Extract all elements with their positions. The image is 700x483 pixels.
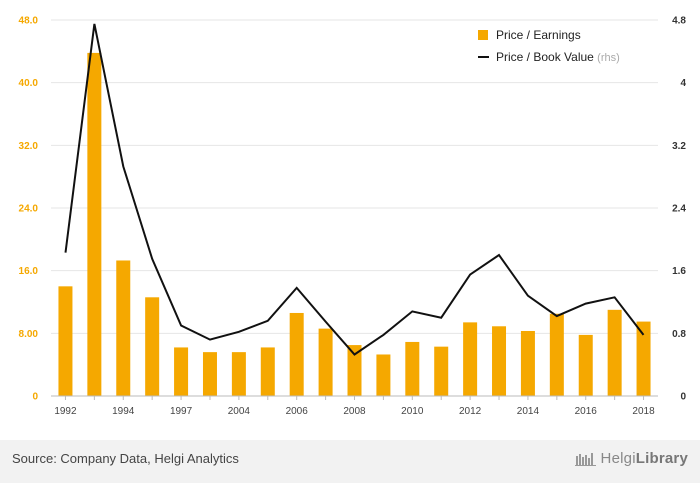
y-left-tick-label: 40.0 (19, 78, 39, 89)
source-note: Source: Company Data, Helgi Analytics (12, 451, 239, 466)
x-tick-label: 2004 (228, 406, 251, 417)
y-left-tick-label: 48.0 (19, 16, 39, 27)
bar-series-price-earnings (58, 52, 651, 397)
x-tick-label: 1994 (112, 406, 135, 417)
bar-1995 (145, 297, 160, 396)
legend: Price / Earnings Price / Book Value (rhs) (478, 28, 620, 64)
bar-2010 (405, 341, 420, 396)
bar-2015 (549, 313, 564, 396)
x-tick-label: 2014 (517, 406, 540, 417)
bar-2018 (636, 321, 651, 396)
bar-2007 (318, 328, 333, 396)
y-right-tick-label: 2.4 (672, 204, 686, 215)
line-series-price-book (64, 23, 645, 356)
y-axis-left: 0 8.00 16.0 24.0 32.0 40.0 48.0 (19, 16, 39, 403)
gridlines (51, 19, 658, 334)
x-tick-label: 2012 (459, 406, 482, 417)
x-axis: 1992 1994 1997 2004 2006 2008 2010 2012 2014 2016… (51, 395, 658, 417)
x-tick-label: 2008 (343, 406, 366, 417)
legend-swatch-price-earnings (478, 30, 488, 40)
bar-1998 (202, 352, 217, 396)
y-left-tick-label: 32.0 (19, 141, 39, 152)
bar-2004 (231, 352, 246, 396)
logo-text-light: Helgi (600, 450, 636, 467)
x-tick-label: 2010 (401, 406, 424, 417)
bar-2013 (492, 326, 507, 396)
y-left-tick-label: 8.00 (19, 329, 39, 340)
legend-label-price-book: Price / Book Value (rhs) (496, 50, 620, 64)
logo-text-bold: Library (635, 450, 688, 467)
bar-2009 (376, 354, 391, 396)
bar-2017 (607, 309, 622, 396)
footer: Source: Company Data, Helgi Analytics He… (0, 440, 700, 483)
bar-2011 (434, 346, 449, 396)
bar-2006 (289, 312, 304, 396)
x-tick-label: 2018 (632, 406, 655, 417)
bar-1994 (116, 260, 131, 396)
y-left-tick-label: 16.0 (19, 266, 39, 277)
y-left-tick-label: 0 (32, 392, 38, 403)
bar-2012 (463, 322, 478, 396)
y-right-tick-label: 0.8 (672, 329, 686, 340)
y-left-tick-label: 24.0 (19, 204, 39, 215)
x-tick-label: 1997 (170, 406, 193, 417)
x-tick-label: 1992 (54, 406, 77, 417)
line-path (64, 23, 645, 356)
legend-rhs-suffix: (rhs) (597, 52, 620, 64)
bar-2016 (578, 334, 593, 396)
bar-2008 (347, 345, 362, 396)
y-right-tick-label: 0 (680, 392, 686, 403)
y-right-tick-label: 4 (680, 78, 686, 89)
bar-2014 (520, 330, 535, 396)
y-right-tick-label: 1.6 (672, 266, 686, 277)
y-axis-right: 0 0.8 1.6 2.4 3.2 4 4.8 (672, 16, 686, 403)
bar-1993 (87, 52, 102, 397)
helgilibrary-logo[interactable]: HelgiLibrary (574, 450, 688, 467)
x-tick-label: 2016 (575, 406, 598, 417)
x-tick-label: 2006 (286, 406, 309, 417)
bar-2005 (260, 347, 275, 396)
y-right-tick-label: 4.8 (672, 16, 686, 27)
bar-1992 (58, 286, 73, 396)
legend-label-price-earnings: Price / Earnings (496, 28, 581, 42)
y-right-tick-label: 3.2 (672, 141, 686, 152)
bar-1997 (174, 347, 189, 396)
library-logo-icon (574, 453, 596, 467)
chart-area: 1992 1994 1997 2004 2006 2008 2010 2012 2014 2016… (19, 16, 687, 418)
